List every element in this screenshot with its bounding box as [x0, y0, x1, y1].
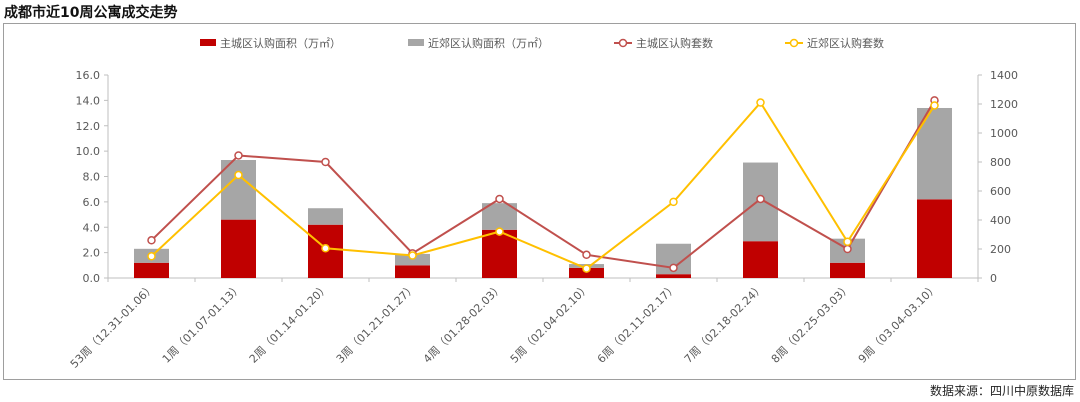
point-suburb-units: [408, 251, 417, 260]
y-left-tick-label: 4.0: [83, 221, 101, 234]
legend-main-city-area-swatch: [200, 39, 216, 46]
y-left-tick-label: 14.0: [76, 94, 101, 107]
y-right-tick-label: 600: [990, 185, 1011, 198]
line-suburb-units: [150, 100, 936, 270]
bar-suburb-area: [308, 208, 343, 225]
bar-main-city-area: [221, 219, 256, 278]
point-suburb-units: [234, 170, 243, 180]
point-suburb-units: [321, 244, 330, 253]
y-right-tick-label: 400: [990, 214, 1011, 227]
x-category-label: 2周（01.14-01.20）: [247, 281, 332, 366]
bar-main-city-area: [830, 262, 865, 278]
legend-suburb-units-marker: [789, 38, 799, 48]
y-left-tick-label: 12.0: [76, 120, 101, 133]
bar-main-city-area: [395, 265, 430, 278]
point-main-city-units: [582, 250, 591, 260]
x-category-label: 4周（01.28-02.03）: [421, 281, 506, 366]
point-main-city-units: [495, 194, 504, 204]
y-left-tick-label: 16.0: [76, 69, 101, 82]
bar-main-city-area: [482, 229, 517, 278]
bar-suburb-area: [221, 160, 256, 220]
x-category-label: 6周（02.11-02.17）: [595, 281, 680, 366]
page-title: 成都市近10周公寓成交走势: [4, 5, 178, 21]
point-main-city-units: [843, 244, 852, 254]
point-suburb-units: [930, 101, 939, 110]
point-main-city-units: [234, 151, 243, 160]
point-suburb-units: [756, 98, 765, 107]
x-category-label: 8周（02.25-03.03）: [769, 281, 854, 366]
x-category-label: 3周（01.21-01.27）: [334, 281, 419, 366]
legend-main-city-units-marker: [618, 38, 628, 48]
chart-frame: [3, 23, 1076, 380]
y-right-tick-label: 200: [990, 243, 1011, 256]
x-category-label: 5周（02.04-02.10）: [508, 281, 593, 366]
bar-main-city-area: [656, 274, 691, 278]
x-category-label: 7周（02.18-02.24）: [682, 281, 767, 366]
y-right-tick-label: 0: [990, 272, 997, 285]
bar-main-city-area: [917, 199, 952, 278]
legend-main-city-area-label: 主城区认购面积（万㎡）: [220, 36, 341, 50]
point-suburb-units: [582, 264, 591, 273]
x-category-label: 1周（01.07-01.13）: [160, 281, 245, 366]
point-main-city-units: [669, 263, 678, 273]
y-left-tick-label: 6.0: [83, 196, 101, 209]
legend-main-city-units-label: 主城区认购套数: [636, 36, 713, 50]
point-main-city-units: [756, 194, 765, 204]
bar-main-city-area: [134, 262, 169, 278]
point-suburb-units: [669, 197, 678, 207]
point-suburb-units: [147, 252, 156, 261]
y-left-tick-label: 0.0: [83, 272, 101, 285]
legend-suburb-units-label: 近郊区认购套数: [807, 36, 884, 50]
source-note: 数据来源：四川中原数据库: [929, 384, 1074, 398]
x-category-label: 9周（03.04-03.10）: [856, 281, 941, 366]
point-main-city-units: [321, 157, 330, 167]
y-right-tick-label: 1200: [990, 98, 1018, 111]
bar-main-city-area: [569, 267, 604, 278]
point-suburb-units: [843, 237, 852, 246]
y-right-tick-label: 1000: [990, 127, 1018, 140]
y-left-tick-label: 2.0: [83, 247, 101, 260]
legend-suburb-area-label: 近郊区认购面积（万㎡）: [428, 36, 549, 50]
y-left-tick-label: 10.0: [76, 145, 101, 158]
point-main-city-units: [147, 236, 156, 245]
x-category-label: 53周（12.31-01.06）: [68, 281, 158, 371]
y-left-tick-label: 8.0: [83, 171, 101, 184]
y-right-tick-label: 1400: [990, 69, 1018, 82]
y-right-tick-label: 800: [990, 156, 1011, 169]
legend-suburb-area-swatch: [408, 39, 424, 46]
point-suburb-units: [495, 227, 504, 236]
line-main-city-units: [150, 99, 936, 269]
bar-main-city-area: [743, 241, 778, 278]
